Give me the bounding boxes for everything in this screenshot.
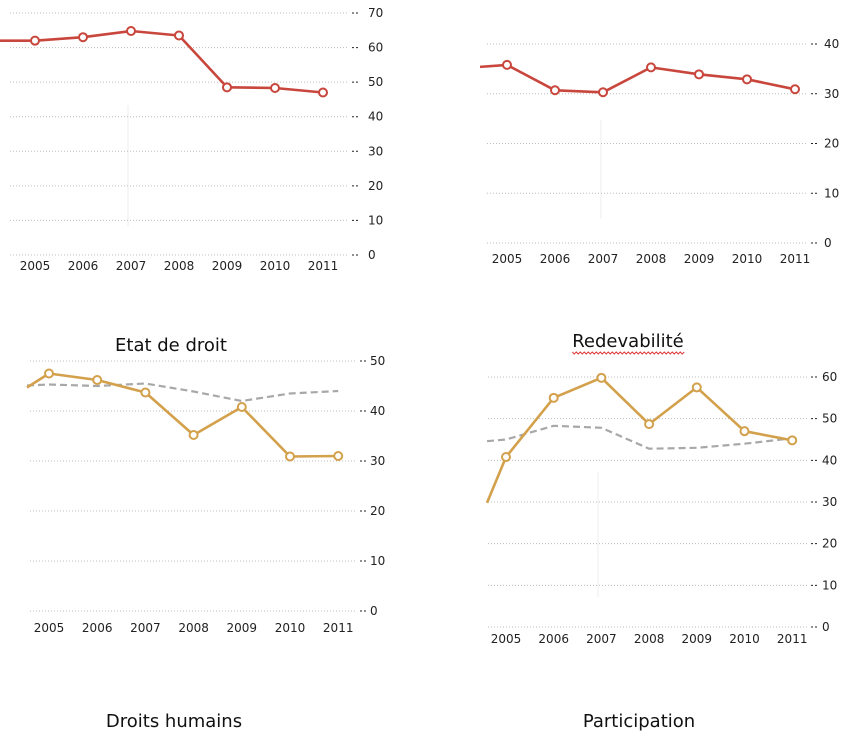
x-tick-label: 2005 <box>20 259 51 273</box>
x-tick-label: 2010 <box>260 259 291 273</box>
spellcheck-underline <box>571 351 685 355</box>
y-tick-label: 30 <box>824 87 839 101</box>
y-tick-label: 20 <box>824 137 839 151</box>
x-tick-label: 2005 <box>34 621 65 635</box>
data-point-2011[interactable] <box>333 451 344 461</box>
data-point-2010[interactable] <box>742 74 752 85</box>
x-tick-label: 2007 <box>586 632 617 646</box>
reference-series-line-participation <box>486 424 793 450</box>
main-series-line-redevabilite <box>479 63 796 94</box>
data-point-2006[interactable] <box>92 375 103 385</box>
x-tick-label: 2011 <box>777 632 808 646</box>
x-tick-label: 2011 <box>323 621 354 635</box>
y-tick-label: 0 <box>370 604 378 618</box>
y-tick-label: 0 <box>822 620 830 634</box>
data-point-2008[interactable] <box>646 62 656 73</box>
chart-title: Participation <box>583 711 695 731</box>
x-tick-label: 2009 <box>212 259 243 273</box>
data-point-2008[interactable] <box>188 430 199 440</box>
chart-title: Droits humains <box>106 711 242 731</box>
data-point-2009[interactable] <box>691 382 702 393</box>
x-tick-label: 2007 <box>588 252 619 266</box>
y-tick-label: 10 <box>822 578 837 592</box>
x-tick-label: 2010 <box>729 632 760 646</box>
x-tick-label: 2011 <box>308 259 339 273</box>
data-point-2005[interactable] <box>502 59 512 70</box>
chart-panel-participation: 0 10 20 30 40 50 60 2005 2006 2007 2008 2009 2010 201… <box>485 370 837 731</box>
x-tick-label: 2008 <box>164 259 195 273</box>
y-tick-label: 40 <box>824 37 839 51</box>
data-point-2006[interactable] <box>550 85 560 96</box>
x-tick-label: 2008 <box>178 621 209 635</box>
data-point-2006[interactable] <box>548 392 559 403</box>
x-tick-label: 2010 <box>275 621 306 635</box>
data-point-2007[interactable] <box>140 387 151 398</box>
y-tick-label: 40 <box>368 110 383 124</box>
data-point-2007[interactable] <box>598 87 608 98</box>
data-point-2008[interactable] <box>174 30 184 41</box>
y-tick-label: 40 <box>370 404 385 418</box>
x-tick-label: 2007 <box>130 621 161 635</box>
x-tick-label: 2008 <box>634 632 665 646</box>
data-point-2010[interactable] <box>739 426 750 437</box>
chart-panel-droits-humains: 0 10 20 30 40 50 2005 2006 2007 2008 2009 2010 2011 D… <box>26 354 385 731</box>
data-point-2010[interactable] <box>285 451 295 462</box>
y-tick-label: 10 <box>370 554 385 568</box>
y-tick-label: 20 <box>370 504 385 518</box>
x-tick-label: 2006 <box>538 632 569 646</box>
y-tick-label: 20 <box>368 179 383 193</box>
x-tick-label: 2011 <box>780 252 811 266</box>
y-tick-label: 50 <box>368 75 383 89</box>
data-point-2008[interactable] <box>644 419 655 430</box>
y-tick-label: 30 <box>368 144 383 158</box>
data-point-2011[interactable] <box>790 84 800 95</box>
x-tick-label: 2009 <box>682 632 713 646</box>
data-point-2007[interactable] <box>596 372 607 383</box>
y-tick-label: 0 <box>368 248 376 262</box>
x-tick-label: 2006 <box>540 252 571 266</box>
chart-title: Redevabilité <box>572 331 684 352</box>
y-tick-label: 20 <box>822 537 837 551</box>
data-point-2007[interactable] <box>126 25 136 36</box>
main-series-line-droits-humains <box>26 372 339 458</box>
y-tick-label: 30 <box>822 495 837 509</box>
y-tick-label: 10 <box>368 213 383 227</box>
y-tick-label: 60 <box>822 370 837 384</box>
x-tick-label: 2010 <box>732 252 763 266</box>
y-tick-label: 70 <box>368 6 383 20</box>
chart-panel-redevabilite: 0 10 20 30 40 2005 2006 2007 2008 2009 2010 2011 Red… <box>479 37 839 355</box>
y-tick-label: 50 <box>822 412 837 426</box>
chart-panel-etat-de-droit: 0 10 20 30 40 50 60 70 2005 2006 2007 2008 2009 2010 2… <box>0 6 383 356</box>
y-tick-label: 0 <box>824 236 832 250</box>
reference-series-line-droits-humains <box>26 382 339 403</box>
data-point-2009[interactable] <box>222 82 232 93</box>
data-point-2005[interactable] <box>30 35 40 46</box>
x-tick-label: 2006 <box>82 621 113 635</box>
data-point-2009[interactable] <box>236 402 247 412</box>
main-series-line-etat-de-droit <box>0 29 324 94</box>
data-point-2009[interactable] <box>694 69 704 80</box>
x-tick-label: 2005 <box>492 252 523 266</box>
y-tick-label: 30 <box>370 454 385 468</box>
x-tick-label: 2009 <box>227 621 258 635</box>
y-tick-label: 10 <box>824 186 839 200</box>
x-tick-label: 2006 <box>68 259 99 273</box>
data-point-2011[interactable] <box>787 435 798 446</box>
x-tick-label: 2008 <box>636 252 667 266</box>
y-tick-label: 40 <box>822 453 837 467</box>
x-tick-label: 2007 <box>116 259 147 273</box>
x-tick-label: 2005 <box>491 632 522 646</box>
data-point-2011[interactable] <box>318 87 328 98</box>
chart-title: Etat de droit <box>115 335 227 356</box>
data-point-2010[interactable] <box>270 83 280 94</box>
main-series-line-participation <box>485 376 793 504</box>
data-point-2006[interactable] <box>78 32 88 43</box>
data-point-2005[interactable] <box>44 368 54 379</box>
y-tick-label: 50 <box>370 354 385 368</box>
data-point-2005[interactable] <box>501 452 511 462</box>
x-tick-label: 2009 <box>684 252 715 266</box>
y-tick-label: 60 <box>368 41 383 55</box>
